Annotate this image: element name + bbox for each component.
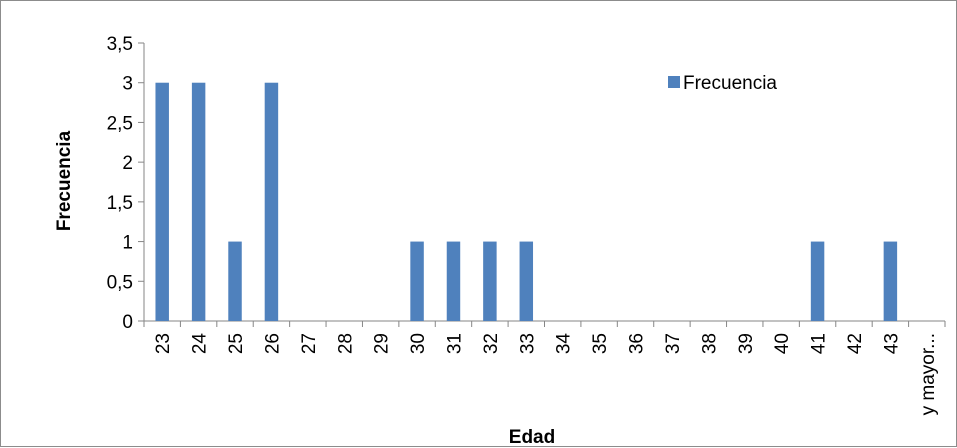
- y-tick-label: 3,5: [107, 34, 133, 55]
- y-tick-label: 2: [122, 153, 133, 174]
- x-tick-label: 25: [226, 333, 247, 354]
- bar: [264, 82, 279, 321]
- y-tick-label: 0: [122, 312, 133, 333]
- x-tick-label: 42: [845, 333, 866, 354]
- x-tick-label: 29: [372, 333, 393, 354]
- bar: [519, 241, 534, 321]
- x-tick-label: 33: [517, 333, 538, 354]
- bar: [228, 241, 242, 321]
- y-tick-labels: 0 0,5 1 1,5 2 2,5 3 3,5: [107, 34, 133, 333]
- y-tick-label: 1: [122, 233, 133, 254]
- bar: [155, 82, 169, 321]
- bar: [483, 241, 497, 321]
- x-tick-label: 23: [153, 333, 174, 354]
- x-tick-label: 38: [699, 333, 720, 354]
- legend: Frecuencia: [668, 73, 777, 94]
- y-axis-title: Frecuencia: [54, 130, 75, 231]
- y-tick-label: 3: [122, 74, 133, 95]
- x-tick-label: 28: [335, 333, 356, 354]
- x-tick-label: 24: [190, 333, 211, 355]
- x-tick-label: 27: [299, 333, 320, 354]
- x-tick-label: 31: [444, 333, 465, 354]
- legend-swatch: [668, 76, 680, 88]
- y-tick-label: 2,5: [107, 113, 133, 134]
- y-tick-label: 1,5: [107, 193, 133, 214]
- bar: [883, 241, 898, 321]
- bar: [191, 82, 206, 321]
- x-tick-label: 34: [554, 333, 575, 355]
- y-tick-label: 0,5: [107, 272, 133, 293]
- x-tick-label: 26: [262, 333, 283, 354]
- bar: [446, 241, 461, 321]
- x-tick-label: y mayor...: [918, 333, 939, 415]
- legend-label: Frecuencia: [683, 73, 777, 94]
- x-tick-label: 30: [408, 333, 429, 354]
- x-tick-label: 37: [663, 333, 684, 354]
- bar: [810, 241, 825, 321]
- x-tick-label: 36: [627, 333, 648, 354]
- x-tick-label: 35: [590, 333, 611, 354]
- bar: [410, 241, 424, 321]
- x-tick-label: 39: [736, 333, 757, 354]
- x-tick-label: 41: [809, 333, 830, 354]
- x-tick-labels: 23 24 25 26 27 28 29 30 31 32 33 34 35 36 37 38 39 40 41 42…: [153, 333, 939, 416]
- x-tick-label: 40: [772, 333, 793, 354]
- x-tick-label: 32: [481, 333, 502, 354]
- x-tick-label: 43: [881, 333, 902, 354]
- x-axis-title: Edad: [509, 427, 555, 448]
- bars: [155, 82, 898, 321]
